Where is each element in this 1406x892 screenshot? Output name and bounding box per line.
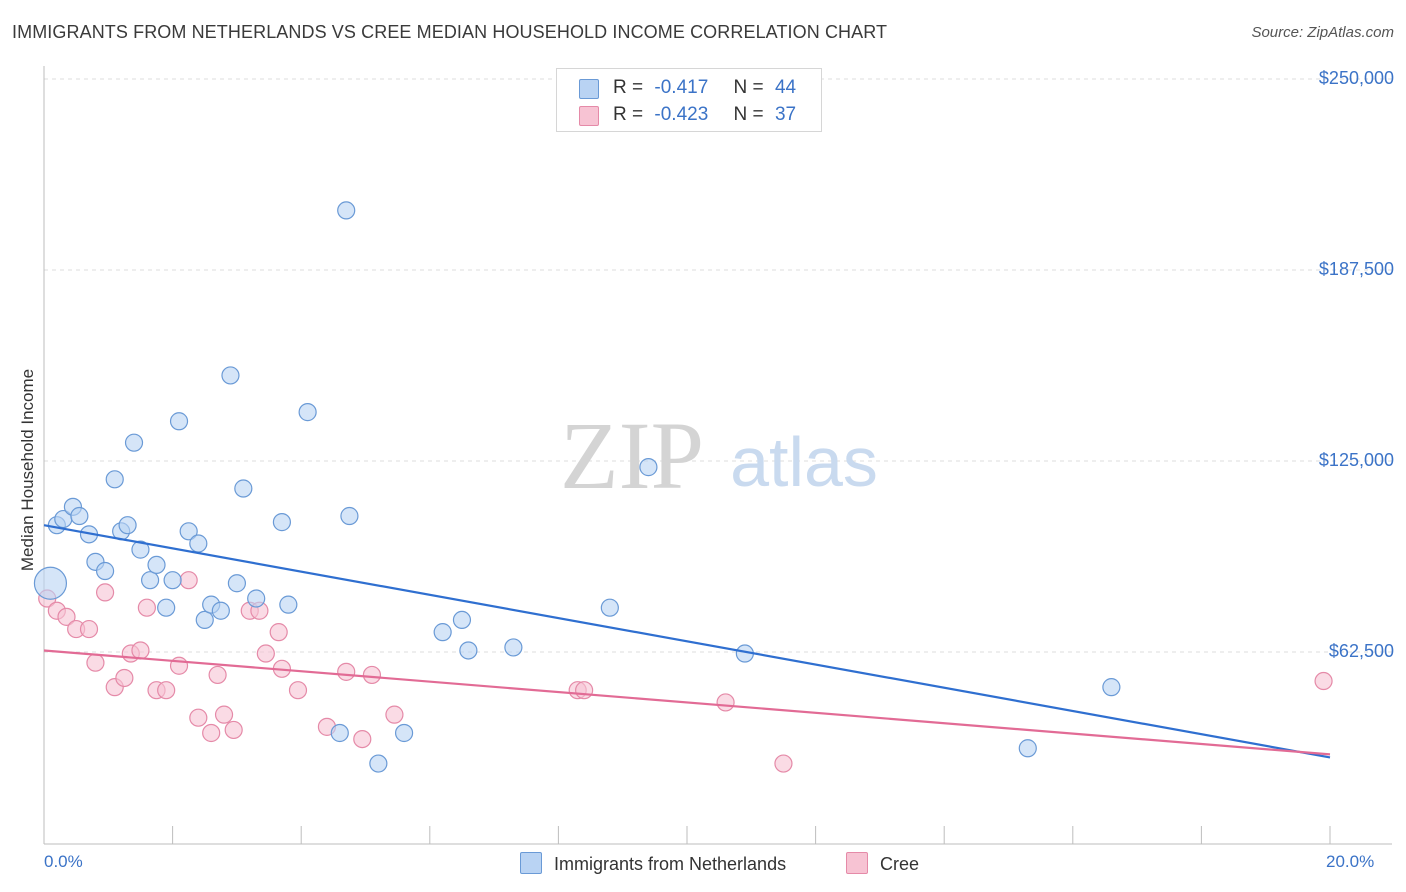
- netherlands-point: [337, 201, 356, 220]
- netherlands-point: [95, 561, 115, 581]
- cree-point: [202, 723, 221, 743]
- cree-point: [131, 641, 150, 660]
- y-tick-label: $187,500: [1318, 259, 1394, 279]
- y-tick-label: $125,000: [1318, 450, 1394, 470]
- netherlands-point: [279, 595, 298, 614]
- cree-point: [353, 729, 372, 749]
- netherlands-point: [298, 403, 317, 422]
- legend-n-value: 44: [774, 77, 797, 98]
- netherlands-point: [157, 598, 176, 617]
- netherlands-point: [140, 571, 160, 590]
- netherlands-trend-line: [43, 524, 1331, 759]
- netherlands-point: [1018, 739, 1037, 758]
- netherlands-point: [169, 412, 189, 431]
- netherlands-point: [124, 433, 144, 452]
- netherlands-point: [179, 522, 198, 541]
- netherlands-point: [221, 366, 240, 385]
- trend-lines: [43, 524, 1331, 759]
- netherlands-point: [118, 516, 137, 535]
- cree-point: [208, 665, 227, 685]
- cree-point: [179, 571, 198, 590]
- legend-swatch-blue: [579, 79, 599, 99]
- netherlands-point: [33, 566, 68, 600]
- cree-point: [214, 705, 234, 724]
- legend-r-value: -0.417: [654, 77, 709, 98]
- netherlands-point: [211, 601, 230, 620]
- bottom-legend-swatch-pink: [846, 852, 868, 874]
- netherlands-point: [330, 723, 349, 743]
- cree-point: [337, 662, 356, 681]
- netherlands-point: [340, 506, 359, 526]
- cree-point: [385, 705, 404, 724]
- bottom-legend-label: Cree: [880, 854, 920, 874]
- source-label: Source: ZipAtlas.com: [1251, 24, 1394, 41]
- watermark-zip: ZIP: [560, 402, 704, 509]
- cree-trend-line: [43, 649, 1331, 756]
- netherlands-point: [504, 638, 523, 657]
- legend-swatch-pink: [579, 106, 599, 126]
- cree-point: [256, 644, 275, 663]
- bottom-legend-cree: Cree: [846, 852, 919, 875]
- netherlands-point: [195, 610, 214, 630]
- netherlands-point: [234, 479, 253, 498]
- netherlands-point: [459, 641, 478, 660]
- netherlands-point: [247, 589, 266, 608]
- x-tick-min: 0.0%: [44, 852, 83, 871]
- legend-r-value: -0.423: [654, 104, 709, 125]
- netherlands-points: [33, 201, 1121, 773]
- cree-point: [189, 708, 208, 727]
- watermark-atlas: atlas: [730, 423, 878, 501]
- netherlands-point: [189, 534, 208, 553]
- y-tick-label: $62,500: [1328, 641, 1394, 661]
- cree-point: [716, 693, 735, 712]
- netherlands-point: [394, 723, 414, 743]
- cree-point: [137, 598, 156, 617]
- gridlines: [44, 78, 1392, 653]
- cree-points: [38, 571, 1333, 773]
- netherlands-point: [147, 555, 166, 575]
- netherlands-point: [1102, 678, 1121, 697]
- cree-point: [575, 681, 594, 700]
- netherlands-point: [272, 513, 292, 532]
- correlation-legend: R = -0.417 N = 44 R = -0.423 N = 37: [556, 68, 822, 132]
- cree-point: [95, 583, 115, 602]
- cree-point: [115, 668, 134, 688]
- netherlands-point: [452, 610, 472, 630]
- legend-n-value: 37: [774, 104, 797, 125]
- watermark: ZIP atlas: [560, 402, 878, 509]
- x-tick-max: 20.0%: [1326, 852, 1375, 871]
- netherlands-point: [369, 754, 388, 773]
- netherlands-point: [433, 623, 452, 642]
- chart-title: IMMIGRANTS FROM NETHERLANDS VS CREE MEDI…: [12, 22, 888, 42]
- cree-point: [157, 681, 176, 700]
- y-tick-label: $250,000: [1318, 68, 1394, 88]
- cree-point: [288, 681, 308, 700]
- cree-point: [79, 619, 99, 639]
- netherlands-point: [105, 470, 124, 489]
- netherlands-point: [639, 458, 658, 477]
- cree-point: [57, 607, 76, 626]
- cree-point: [774, 754, 793, 773]
- netherlands-point: [131, 540, 150, 559]
- cree-point: [1314, 671, 1333, 691]
- netherlands-point: [70, 506, 89, 526]
- cree-point: [269, 623, 288, 642]
- cree-point: [86, 653, 105, 672]
- netherlands-point: [163, 571, 182, 590]
- cree-point: [362, 665, 382, 685]
- netherlands-point: [600, 598, 619, 617]
- cree-point: [224, 720, 243, 740]
- bottom-legend-swatch-blue: [520, 852, 542, 874]
- bottom-legend-label: Immigrants from Netherlands: [554, 854, 787, 874]
- axes: [43, 66, 1392, 845]
- legend-n-label: N =: [733, 77, 764, 98]
- bottom-legend-netherlands: Immigrants from Netherlands: [520, 852, 786, 875]
- legend-r-label: R =: [613, 77, 644, 98]
- netherlands-point: [227, 574, 246, 593]
- legend-r-label: R =: [613, 104, 644, 125]
- legend-n-label: N =: [733, 104, 764, 125]
